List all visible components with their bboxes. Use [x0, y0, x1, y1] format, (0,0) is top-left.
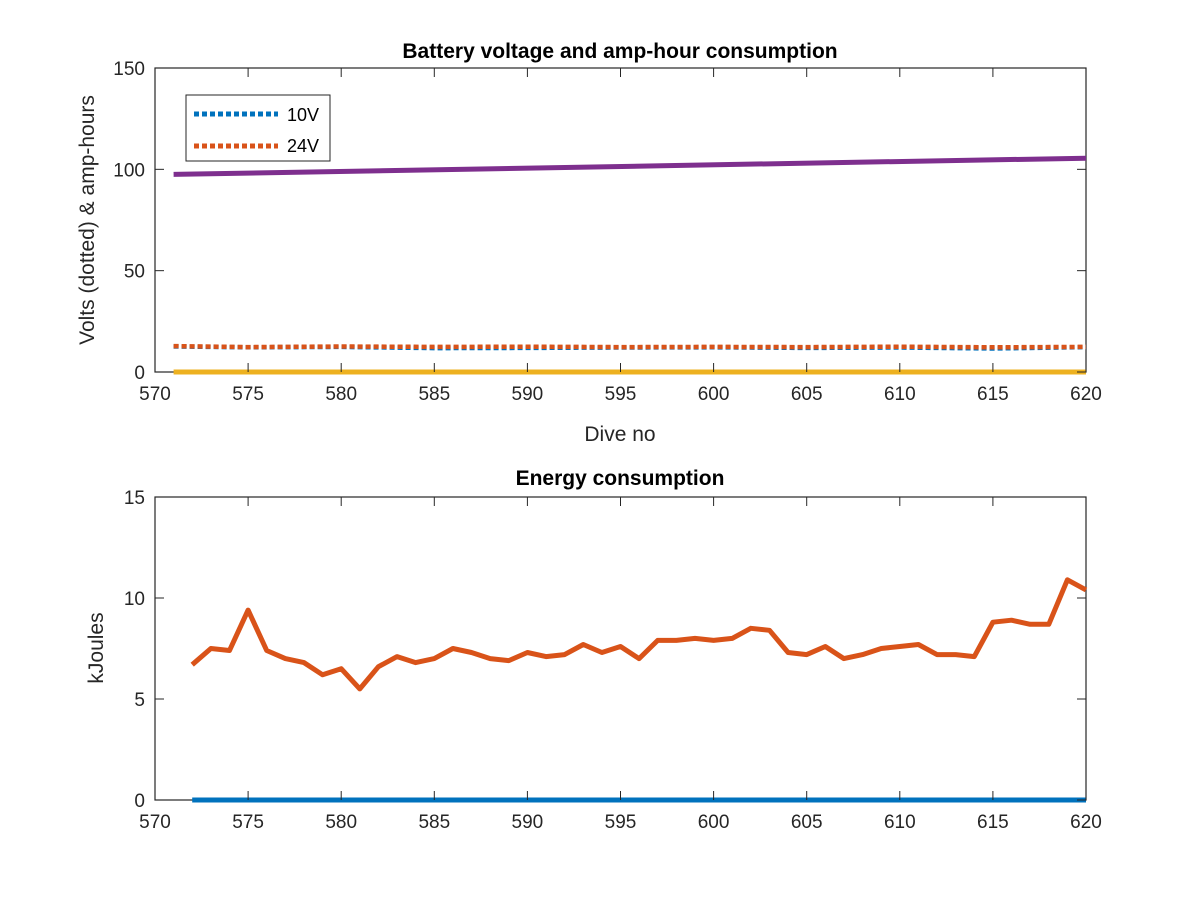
energy-axes: 570 575 580 585 590 595 600 605 610 615 620051015 … — [85, 467, 1102, 833]
energy-x-tick-label: 610 — [884, 812, 916, 833]
legend-label-10v: 10V — [287, 105, 319, 125]
voltage-x-tick-label: 595 — [605, 384, 637, 405]
energy-y-tick-label: 5 — [134, 690, 145, 711]
voltage-x-axis-label: Dive no — [584, 423, 655, 446]
energy-y-tick-label: 15 — [124, 488, 145, 509]
energy-x-tick-label: 615 — [977, 812, 1009, 833]
voltage-x-tick-label: 590 — [512, 384, 544, 405]
voltage-chart-title: Battery voltage and amp-hour consumption — [402, 40, 837, 63]
voltage-x-tick-label: 620 — [1070, 384, 1102, 405]
voltage-y-axis-label: Volts (dotted) & amp-hours — [76, 95, 99, 345]
legend: 10V 24V — [185, 94, 331, 162]
energy-series-line-1 — [190, 577, 1088, 692]
legend-box — [185, 94, 331, 162]
energy-x-tick-label: 595 — [605, 812, 637, 833]
voltage-plot-lines — [173, 155, 1087, 375]
energy-x-tick-label: 585 — [418, 812, 450, 833]
energy-y-axis-label: kJoules — [85, 612, 108, 683]
voltage-y-tick-label: 50 — [124, 262, 145, 283]
legend-label-24v: 24V — [287, 136, 319, 156]
voltage-series-line-24v — [173, 343, 1087, 350]
energy-axes-ticks: 570 575 580 585 590 595 600 605 610 615 620 0 5 10 15 — [124, 488, 1102, 833]
voltage-x-tick-label: 580 — [325, 384, 357, 405]
voltage-x-tick-label: 570 — [139, 384, 171, 405]
voltage-axes: 570 575 580 585 590 595 600 605 610 615 620 0 50 100 1… — [76, 40, 1102, 446]
voltage-axes-ticks: 570 575 580 585 590 595 600 605 610 615 620 0 50 100 1… — [113, 59, 1102, 405]
voltage-y-tick-label: 0 — [134, 363, 145, 384]
energy-x-tick-label: 580 — [325, 812, 357, 833]
energy-y-tick-label: 0 — [134, 791, 145, 812]
energy-chart-title: Energy consumption — [516, 467, 725, 490]
voltage-y-tick-label: 150 — [113, 59, 145, 80]
voltage-x-tick-label: 610 — [884, 384, 916, 405]
energy-x-tick-label: 600 — [698, 812, 730, 833]
energy-x-tick-label: 620 — [1070, 812, 1102, 833]
voltage-x-tick-label: 615 — [977, 384, 1009, 405]
energy-x-tick-label: 570 — [139, 812, 171, 833]
voltage-x-tick-label: 600 — [698, 384, 730, 405]
energy-y-tick-label: 10 — [124, 589, 145, 610]
energy-x-tick-label: 590 — [512, 812, 544, 833]
voltage-x-tick-label: 575 — [232, 384, 264, 405]
voltage-x-tick-label: 605 — [791, 384, 823, 405]
energy-x-tick-label: 605 — [791, 812, 823, 833]
voltage-x-tick-label: 585 — [418, 384, 450, 405]
voltage-y-tick-label: 100 — [113, 160, 145, 181]
energy-x-tick-label: 575 — [232, 812, 264, 833]
voltage-series-line-2 — [173, 155, 1087, 177]
